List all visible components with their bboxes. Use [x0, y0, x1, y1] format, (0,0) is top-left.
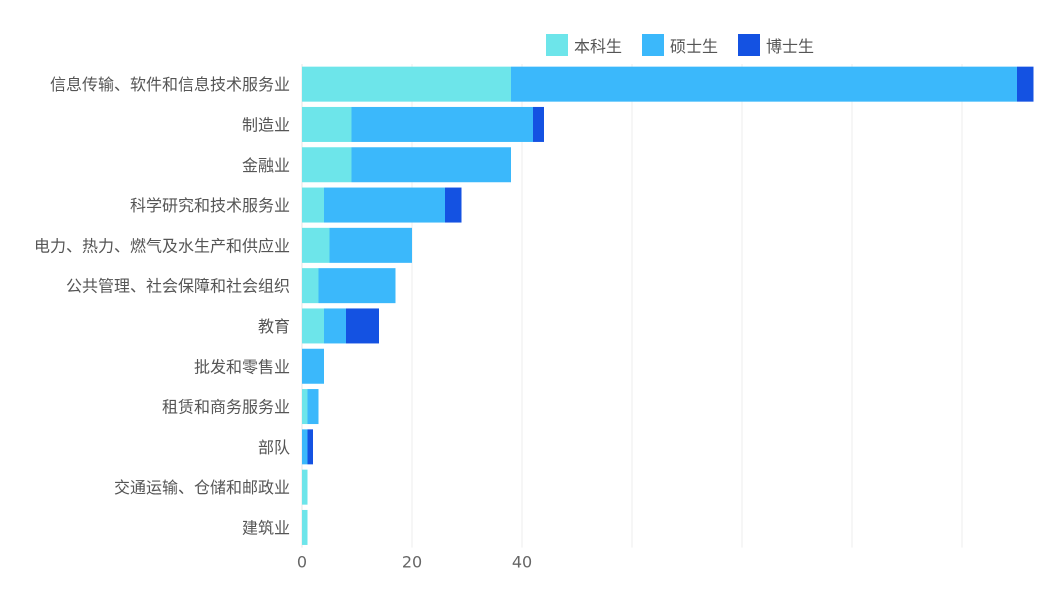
bar-segment[interactable]: [302, 429, 308, 465]
legend: 本科生 硕士生 博士生: [546, 33, 834, 57]
x-tick-label: 40: [512, 553, 532, 572]
x-axis-ticks: 0 20 40: [297, 553, 532, 572]
bar-segment[interactable]: [302, 66, 511, 102]
category-label: 部队: [258, 438, 290, 457]
bar-segment[interactable]: [302, 147, 352, 183]
bars: [302, 66, 1034, 545]
legend-item-doctor[interactable]: 博士生: [738, 33, 814, 57]
bar-segment[interactable]: [318, 268, 396, 304]
bar-segment[interactable]: [533, 106, 544, 142]
bar-segment[interactable]: [351, 147, 512, 183]
legend-label-bachelor: 本科生: [574, 37, 623, 56]
category-label: 批发和零售业: [194, 357, 290, 376]
bar-segment[interactable]: [302, 389, 308, 425]
legend-swatch-doctor: [738, 34, 761, 56]
category-label: 电力、热力、燃气及水生产和供应业: [34, 236, 290, 255]
x-tick-label: 20: [402, 553, 422, 572]
bar-segment[interactable]: [307, 389, 319, 425]
bar-segment[interactable]: [511, 66, 1017, 102]
bar-segment[interactable]: [302, 187, 324, 223]
bar-segment[interactable]: [302, 308, 324, 344]
grid-lines: [301, 64, 963, 548]
category-label: 制造业: [242, 115, 290, 134]
legend-item-bachelor[interactable]: 本科生: [546, 33, 622, 57]
bar-segment[interactable]: [346, 308, 379, 344]
bar-segment[interactable]: [307, 429, 314, 465]
category-label: 租赁和商务服务业: [162, 398, 290, 417]
category-label: 金融业: [242, 156, 290, 175]
bar-segment[interactable]: [324, 308, 346, 344]
legend-swatch-master: [642, 34, 665, 56]
bar-segment[interactable]: [302, 227, 330, 263]
x-tick-label: 0: [297, 553, 307, 572]
bar-segment[interactable]: [302, 348, 324, 384]
bar-segment[interactable]: [302, 509, 308, 545]
bar-segment[interactable]: [302, 268, 319, 304]
bar-segment[interactable]: [351, 106, 534, 142]
legend-swatch-bachelor: [546, 34, 568, 56]
category-label: 信息传输、软件和信息技术服务业: [50, 75, 290, 94]
bar-segment[interactable]: [445, 187, 462, 223]
legend-label-master: 硕士生: [670, 37, 719, 56]
category-labels: 信息传输、软件和信息技术服务业制造业金融业科学研究和技术服务业电力、热力、燃气及…: [34, 75, 290, 537]
bar-segment[interactable]: [302, 469, 308, 505]
category-label: 公共管理、社会保障和社会组织: [66, 277, 290, 296]
legend-label-doctor: 博士生: [766, 37, 815, 56]
category-label: 教育: [258, 317, 290, 336]
category-label: 科学研究和技术服务业: [130, 196, 290, 215]
category-label: 交通运输、仓储和邮政业: [114, 478, 290, 497]
bar-segment[interactable]: [302, 106, 352, 142]
category-label: 建筑业: [242, 518, 290, 537]
bar-segment[interactable]: [1017, 66, 1034, 102]
legend-item-master[interactable]: 硕士生: [642, 33, 718, 57]
bar-segment[interactable]: [329, 227, 413, 263]
bar-segment[interactable]: [324, 187, 445, 223]
